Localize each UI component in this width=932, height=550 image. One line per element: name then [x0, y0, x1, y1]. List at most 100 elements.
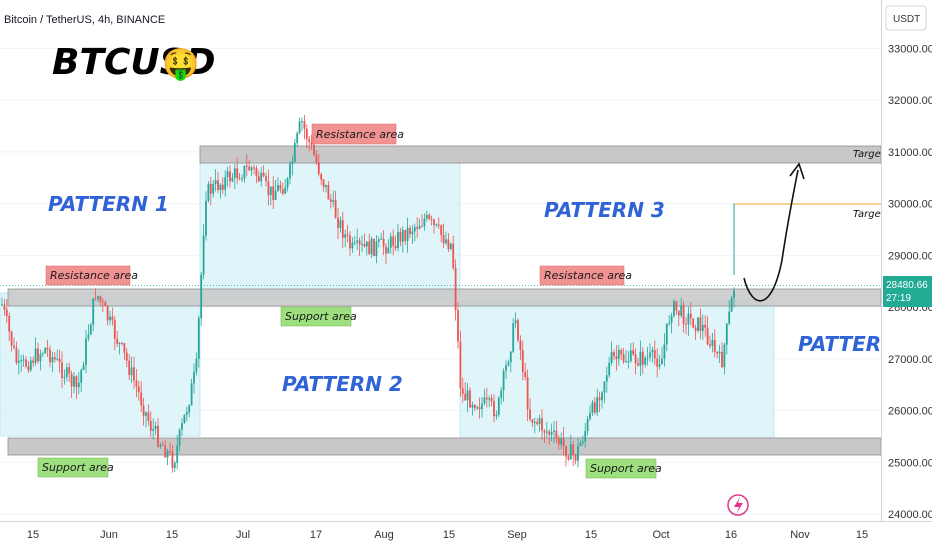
candle-body: [399, 232, 402, 242]
candle-body: [613, 352, 615, 357]
candle-body: [217, 180, 219, 190]
candle-body: [581, 441, 584, 443]
candle-body: [49, 349, 51, 363]
currency-button[interactable]: USDT: [885, 5, 927, 31]
candle-body: [353, 242, 356, 244]
candle-body: [197, 318, 200, 359]
candle-body: [555, 430, 558, 439]
candle-body: [459, 341, 462, 389]
candle-body: [70, 373, 73, 387]
candle-body: [430, 218, 433, 220]
pattern-2-label: PATTERN 2: [282, 372, 403, 396]
time-tick-label: Sep: [507, 529, 527, 541]
candle-body: [440, 225, 443, 236]
candle-body: [632, 350, 635, 355]
candle-body: [284, 187, 287, 194]
candle-body: [236, 168, 239, 179]
candle-body: [265, 176, 267, 182]
candle-body: [289, 164, 291, 179]
upper-zone: [199, 145, 882, 164]
candle-body: [130, 367, 133, 376]
current-price-countdown: 27:19: [886, 293, 911, 304]
price-axis-panel[interactable]: [882, 0, 932, 550]
candle-body: [725, 323, 728, 345]
candle-body: [94, 298, 97, 300]
candle-body: [437, 224, 440, 226]
candle-body: [389, 236, 392, 248]
price-tick-label: 25000.00: [888, 457, 932, 469]
candle-body: [478, 407, 481, 410]
price-tick-label: 30000.00: [888, 199, 932, 211]
candle-body: [512, 323, 515, 352]
candle-body: [562, 438, 565, 447]
lightning-icon[interactable]: [727, 494, 749, 516]
candle-body: [149, 420, 152, 431]
candle-body: [313, 144, 315, 156]
candle-body: [334, 199, 337, 218]
candle-body: [646, 357, 649, 359]
candle-body: [358, 240, 361, 245]
candle-body: [579, 442, 582, 446]
money-face-emoji: 🤑: [162, 47, 199, 82]
candle-body: [104, 302, 107, 307]
candle-body: [656, 358, 659, 367]
resistance-label-top-bg: [311, 123, 397, 145]
time-tick-label: 15: [27, 529, 39, 541]
candle-body: [214, 180, 217, 184]
candle-body: [464, 393, 467, 401]
candle-body: [428, 214, 431, 219]
candle-body: [387, 247, 390, 254]
candle-body: [409, 227, 411, 235]
candle-body: [733, 290, 735, 299]
resistance-label-left-bg: [45, 265, 131, 286]
candle-body: [608, 362, 611, 376]
candle-body: [565, 446, 567, 457]
candle-body: [627, 361, 630, 363]
candle-body: [377, 239, 380, 242]
candle-body: [639, 351, 642, 366]
candle-body: [574, 454, 577, 461]
candle-body: [173, 462, 176, 468]
candle-body: [490, 398, 493, 402]
support-label-mid: Support area: [285, 310, 357, 323]
candle-body: [176, 445, 179, 463]
candle-body: [85, 338, 87, 365]
candle-body: [673, 301, 675, 316]
resistance-label-mid: Resistance area: [544, 269, 632, 282]
candle-body: [699, 317, 702, 331]
candle-body: [89, 324, 92, 335]
btcusd-title: BTCUSD: [52, 42, 215, 83]
candle-body: [572, 444, 575, 455]
candle-body: [154, 425, 157, 430]
candle-body: [99, 296, 102, 302]
candle-body: [65, 367, 68, 378]
forecast-arrow: [743, 169, 799, 302]
candle-body: [610, 352, 613, 363]
candle-body: [41, 353, 44, 355]
price-tick-label: 27000.00: [888, 354, 932, 366]
candle-body: [670, 315, 673, 323]
candle-body: [413, 227, 416, 232]
candle-body: [397, 232, 399, 249]
candle-body: [385, 246, 387, 254]
candle-body: [73, 376, 75, 387]
candle-body: [601, 392, 603, 401]
candle-body: [457, 310, 459, 342]
candle-body: [320, 174, 323, 180]
candle-body: [404, 230, 407, 241]
candle-body: [178, 429, 181, 446]
candle-body: [53, 357, 56, 360]
candle-body: [221, 184, 224, 190]
candle-body: [538, 418, 541, 424]
candle-body: [109, 316, 111, 321]
candle-body: [344, 234, 347, 238]
candle-body: [305, 128, 308, 140]
candle-body: [425, 214, 428, 219]
candle-body: [226, 171, 229, 177]
candle-body: [435, 224, 438, 226]
candle-body: [461, 388, 464, 394]
candle-body: [317, 162, 320, 175]
candle-body: [80, 369, 83, 383]
candle-body: [137, 386, 140, 393]
